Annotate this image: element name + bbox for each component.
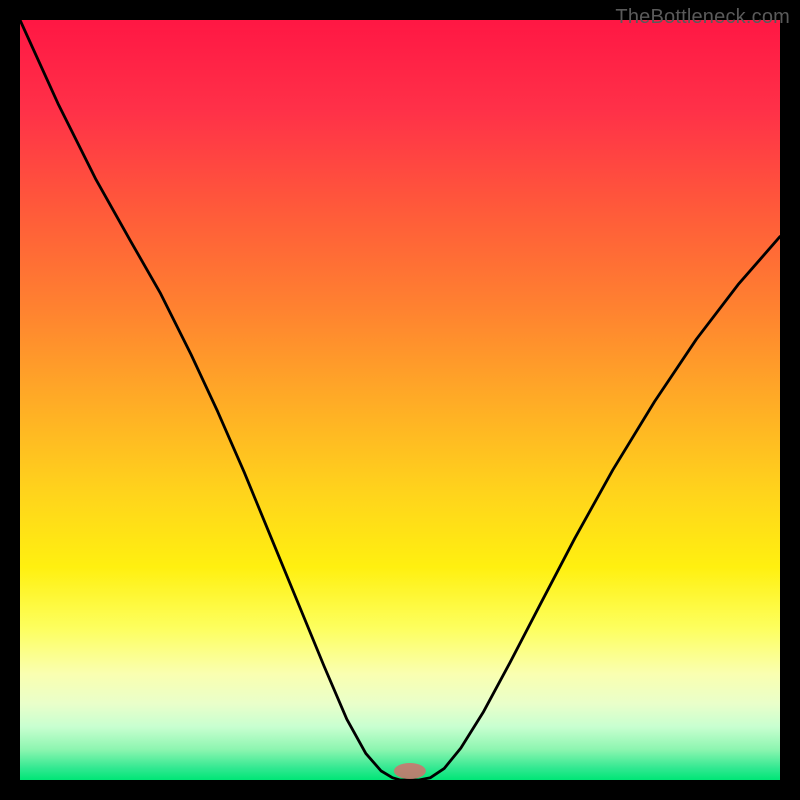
chart-background: [20, 20, 780, 780]
optimal-marker: [394, 763, 426, 779]
watermark-text: TheBottleneck.com: [615, 6, 790, 29]
chart-svg: [0, 0, 800, 800]
bottleneck-chart: [0, 0, 800, 800]
